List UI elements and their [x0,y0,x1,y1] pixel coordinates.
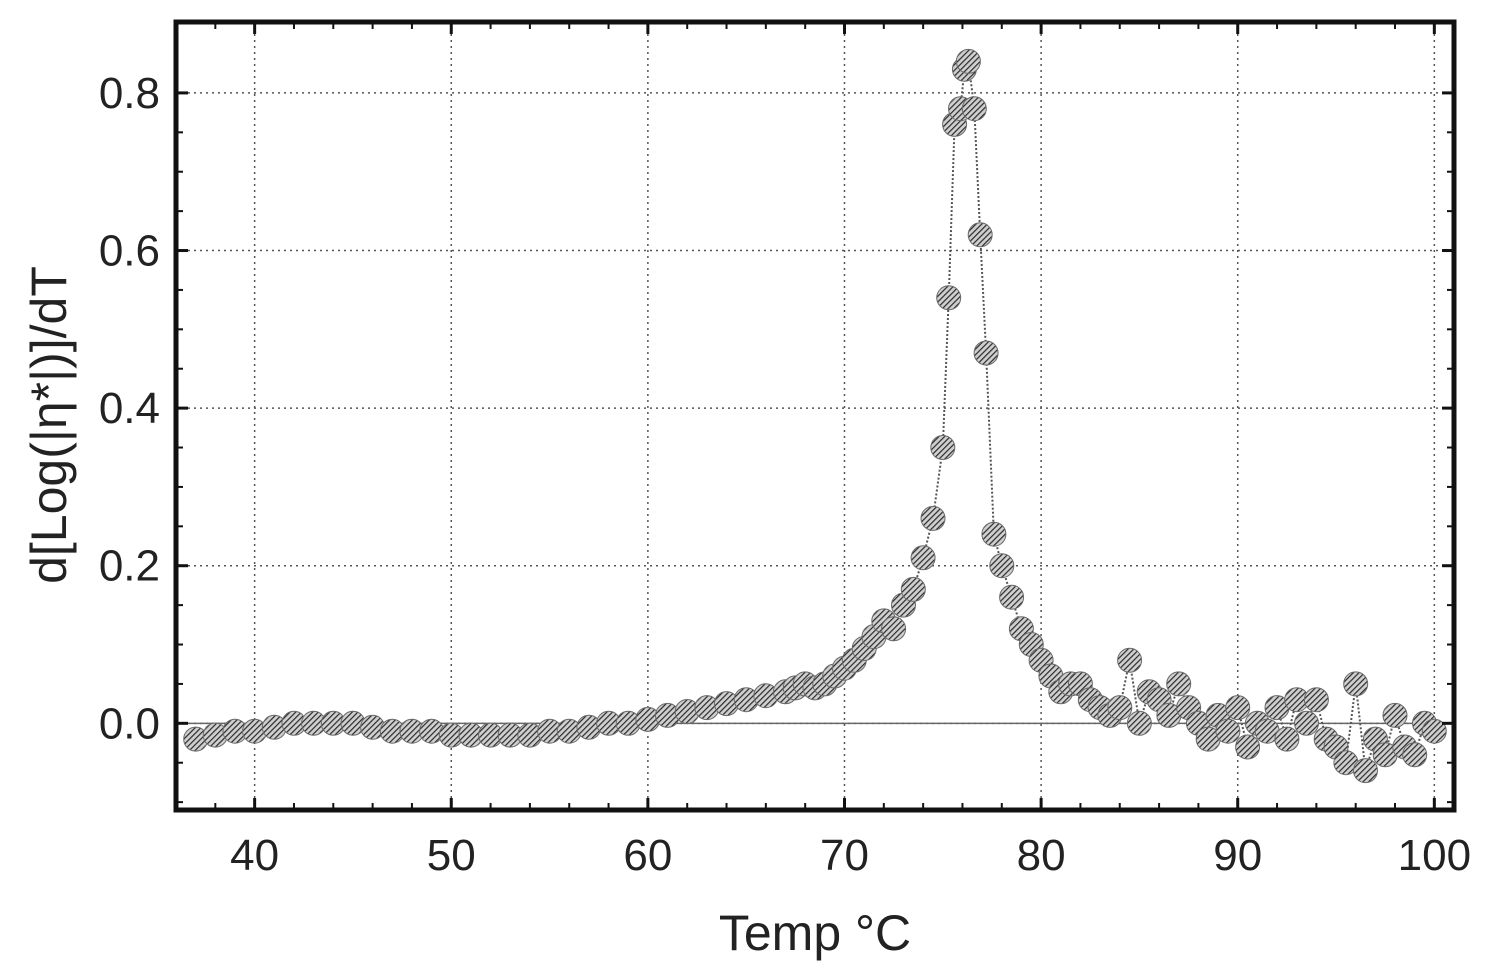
data-point [930,435,956,460]
data-point [1225,695,1251,721]
data-point [999,584,1025,610]
y-tick-label: 0.4 [99,384,160,433]
data-point [955,48,981,74]
y-tick-label: 0.2 [99,542,160,591]
x-tick-label: 70 [820,831,869,880]
series-connecting-line [195,58,1435,771]
y-tick-label: 0.8 [99,69,160,118]
x-tick-label: 100 [1398,831,1471,880]
data-point [1303,687,1329,713]
data-point [1107,695,1133,721]
data-point [961,96,987,122]
data-point [973,340,999,366]
data-point [1274,726,1300,752]
data-point [1215,718,1241,744]
tick-marks [175,22,1454,810]
data-point [981,521,1007,547]
data-point [920,505,946,531]
x-tick-label: 60 [623,831,672,880]
data-point [936,285,962,311]
data-point [1343,671,1369,697]
x-tick-label: 40 [230,831,279,880]
data-point [910,545,936,571]
data-point [1294,710,1319,736]
y-axis-label: d[Log(|η*|)]/dT [21,266,77,584]
data-point [989,553,1015,579]
data-point [1402,742,1428,768]
data-point [1166,671,1192,697]
y-tick-labels: 0.0 0.2 0.4 0.6 0.8 [99,69,160,748]
data-point [1235,734,1261,760]
x-tick-label: 50 [427,831,476,880]
data-point [967,222,993,248]
x-tick-labels: 40 50 60 70 80 90 100 [230,831,1471,880]
plot-frame [173,19,1457,813]
data-point [1382,702,1408,728]
data-point [1117,647,1143,673]
x-tick-label: 80 [1017,831,1066,880]
y-tick-label: 0.0 [99,699,160,748]
data-points [183,48,1447,784]
x-tick-label: 90 [1213,831,1262,880]
y-tick-label: 0.6 [99,227,160,276]
data-point [881,616,907,642]
x-axis-label: Temp °C [719,905,911,961]
data-point [1353,758,1378,784]
data-point [1421,718,1447,744]
data-point [900,576,926,602]
data-point [1126,710,1152,736]
